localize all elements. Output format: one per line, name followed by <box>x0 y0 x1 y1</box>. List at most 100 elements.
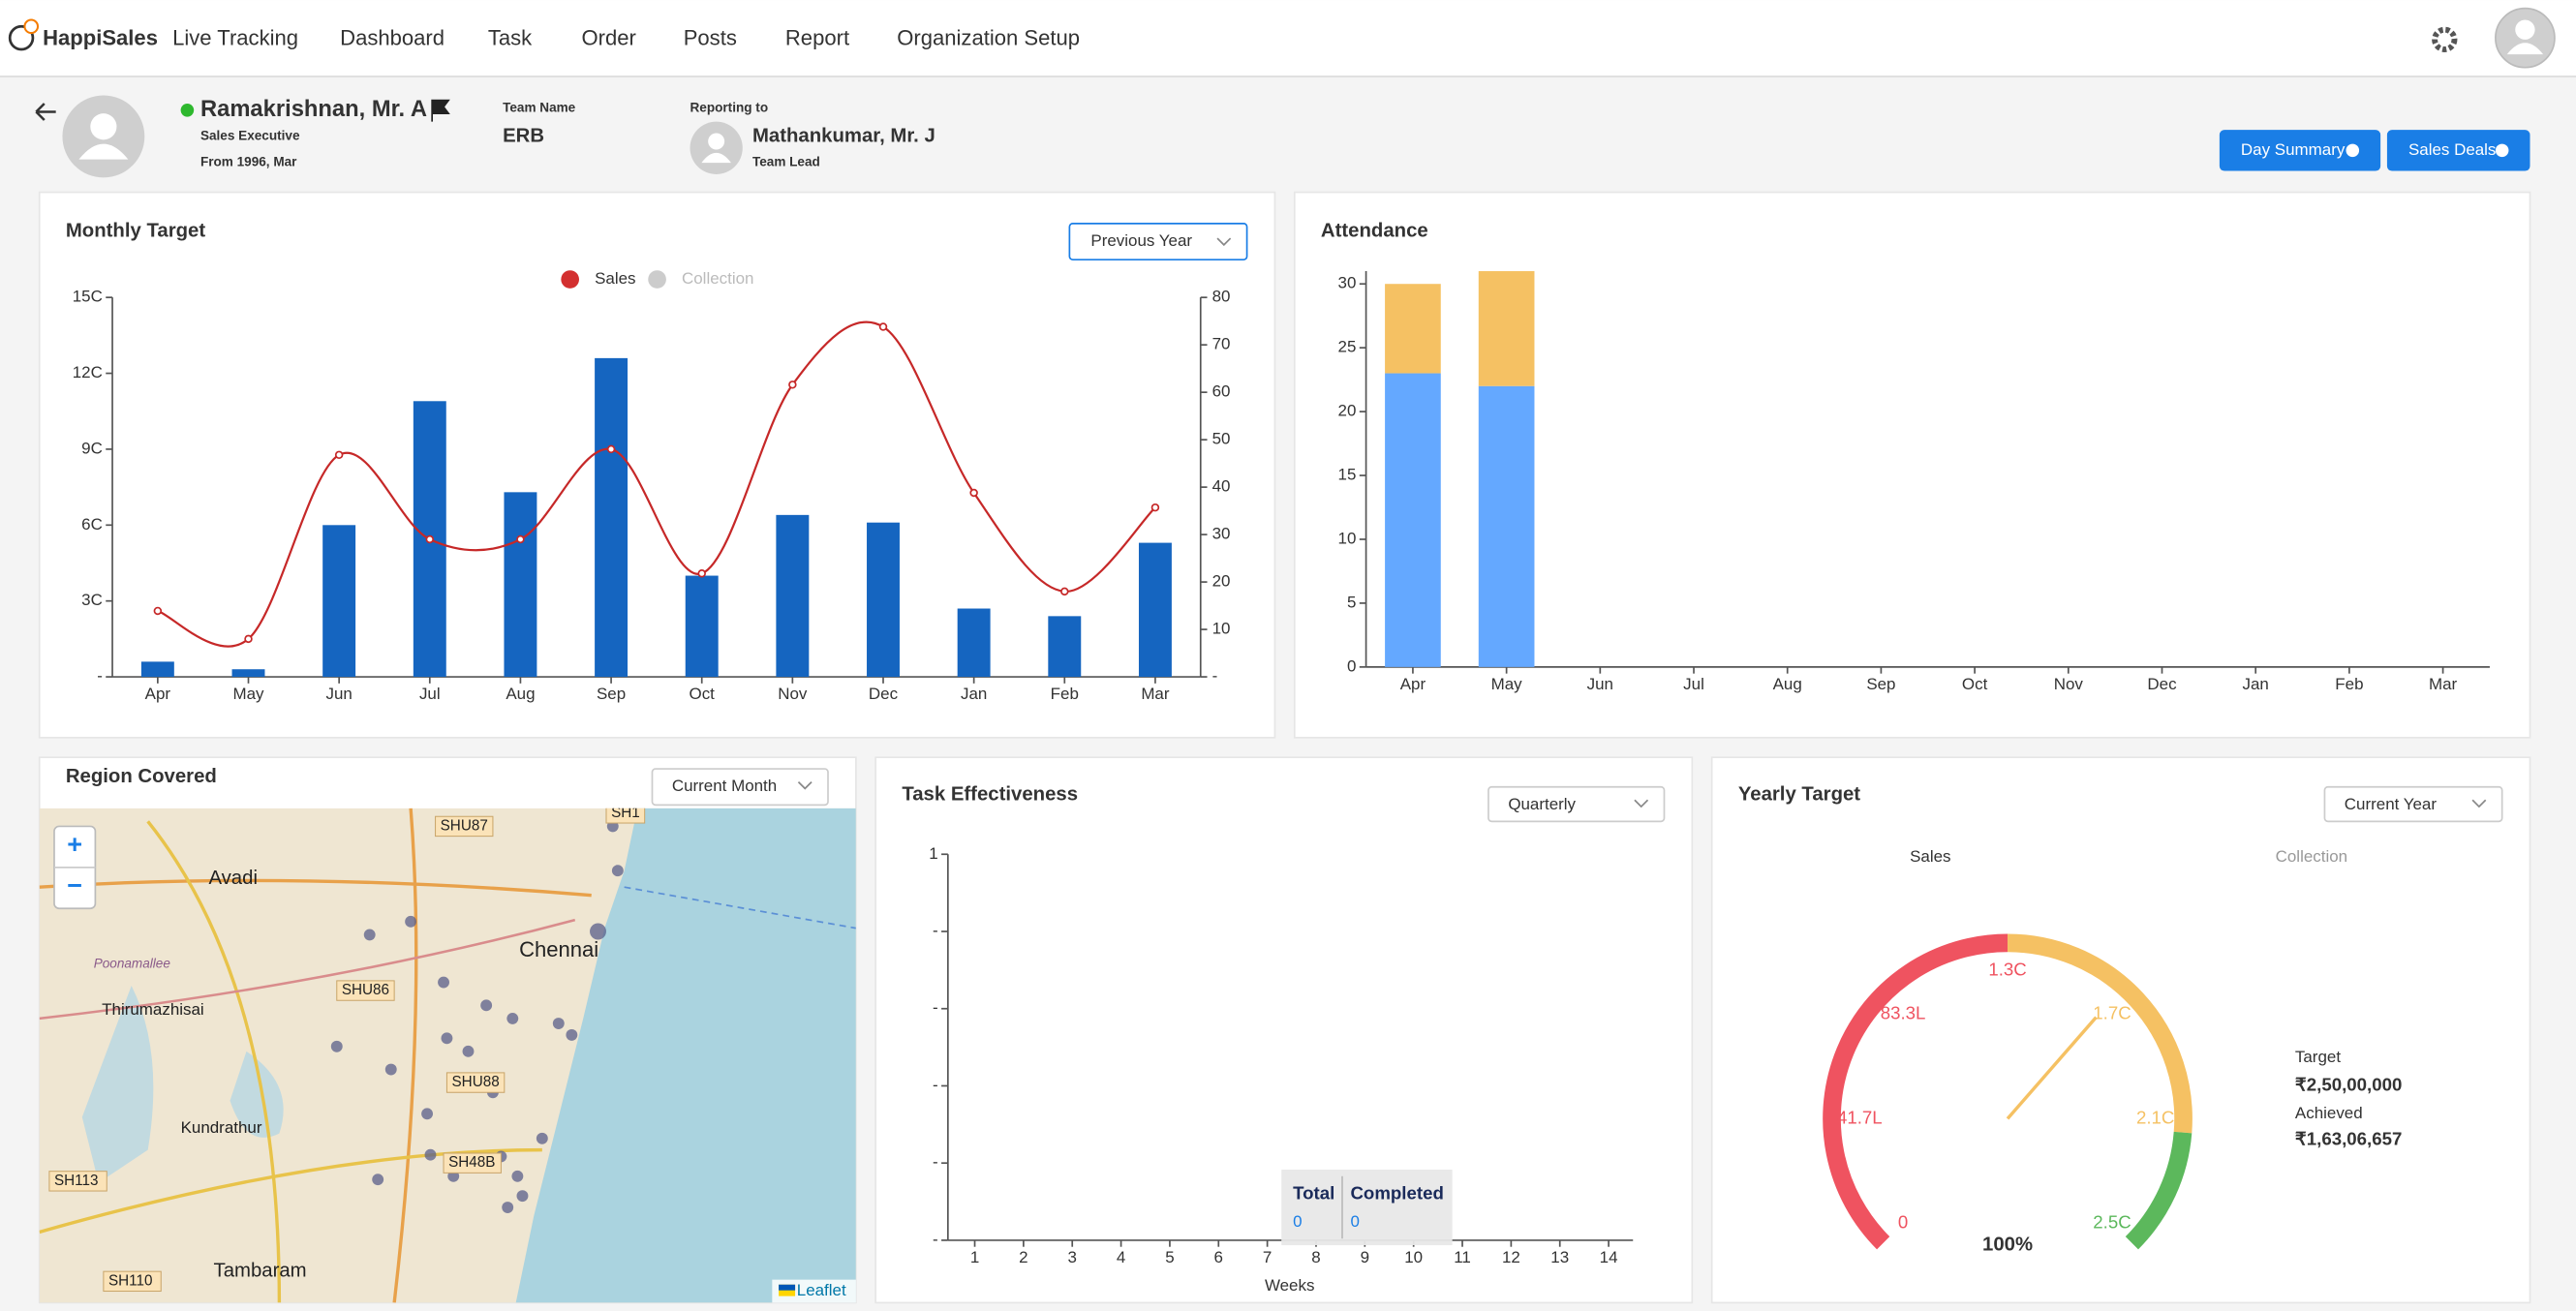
profile-name: Ramakrishnan, Mr. A <box>200 96 427 122</box>
back-arrow[interactable] <box>35 103 56 121</box>
brand[interactable]: HappiSales <box>43 26 158 50</box>
bar <box>595 357 629 678</box>
achieved-label: Achieved <box>2295 1104 2363 1122</box>
nav-item[interactable]: Dashboard <box>340 26 445 50</box>
x-tick-label: Dec <box>869 685 899 703</box>
info-icon <box>2346 143 2360 158</box>
bar <box>140 661 174 678</box>
nav-item[interactable]: Posts <box>684 26 737 50</box>
nav-item[interactable]: Report <box>785 26 849 50</box>
point <box>153 606 163 616</box>
flag-ua <box>779 1284 796 1291</box>
road-badge <box>435 815 494 838</box>
gauge-tick-label: 0 <box>1898 1211 1908 1232</box>
gauge-tick-label: 1.7C <box>2093 1002 2131 1022</box>
chevron <box>1216 237 1232 247</box>
zoom-out[interactable]: − <box>67 869 82 899</box>
road-badge <box>103 1270 162 1293</box>
x-tick-label: Jul <box>419 685 441 703</box>
dropdown[interactable] <box>1487 785 1666 823</box>
card-title: Attendance <box>1321 221 1428 242</box>
y-tick-label: 1 <box>929 844 937 863</box>
manager-name: Mathankumar, Mr. J <box>752 125 935 146</box>
settings-icon[interactable] <box>2432 26 2458 52</box>
profile-since: From 1996, Mar <box>200 155 297 169</box>
tooltip-value: 0 <box>1293 1212 1302 1231</box>
legend-label[interactable]: Collection <box>682 269 753 288</box>
map-label: SH110 <box>108 1272 153 1289</box>
point <box>878 322 888 331</box>
road-badge <box>48 1171 107 1192</box>
x-tick-label: Jan <box>961 685 987 703</box>
legend-swatch[interactable] <box>561 270 579 289</box>
dropdown-label[interactable]: Previous Year <box>1090 231 1192 250</box>
x-tick-label: Aug <box>506 685 535 703</box>
point <box>1150 503 1160 512</box>
user-avatar[interactable] <box>2495 7 2556 69</box>
day-summary-label[interactable]: Day Summary <box>2241 140 2346 159</box>
y2-tick-label: 40 <box>1212 477 1231 496</box>
info-icon <box>2495 143 2509 158</box>
bar <box>1048 616 1082 678</box>
nav-item[interactable]: Order <box>582 26 636 50</box>
y-tick-label: - <box>933 998 938 1017</box>
gauge-tick-label: 41.7L <box>1837 1107 1883 1127</box>
y-tick-label: 15 <box>1338 466 1357 484</box>
y-tick-label: 30 <box>1338 274 1357 292</box>
y-tick-label: - <box>97 667 103 686</box>
tab[interactable]: Sales <box>1910 847 1950 866</box>
point <box>606 444 616 454</box>
x-tick-label: 2 <box>1019 1248 1027 1266</box>
map[interactable]: Avadi Chennai Thirumazhisai Kundrathur Tamba… <box>39 804 856 1303</box>
legend-label[interactable]: Sales <box>595 269 635 288</box>
tooltip-value: 0 <box>1350 1212 1359 1231</box>
x-tick-label: Sep <box>597 685 626 703</box>
flag-icon[interactable] <box>431 99 450 122</box>
logo[interactable] <box>8 24 35 51</box>
y-tick-label: - <box>933 1230 938 1248</box>
day-summary-button[interactable] <box>2219 130 2381 171</box>
x-tick-label: 12 <box>1502 1248 1520 1266</box>
sales-deals-button[interactable] <box>2386 130 2530 171</box>
dropdown-label[interactable]: Current Month <box>672 777 777 795</box>
zoom-in[interactable]: + <box>67 829 82 859</box>
x-tick-label: 7 <box>1263 1248 1272 1266</box>
nav-item[interactable]: Live Tracking <box>172 26 298 50</box>
sales-deals-label[interactable]: Sales Deals <box>2408 140 2496 159</box>
point <box>425 534 435 544</box>
nav-item[interactable]: Organization Setup <box>897 26 1080 50</box>
card-title: Yearly Target <box>1738 784 1860 806</box>
x-tick-label: May <box>1491 675 1523 693</box>
y-tick-label: 20 <box>1338 402 1357 420</box>
y-tick-label: 6C <box>81 515 103 534</box>
bar <box>231 669 265 678</box>
dropdown-label[interactable]: Current Year <box>2345 795 2438 813</box>
bar <box>322 525 356 678</box>
gauge-band <box>2008 933 2193 1134</box>
legend-swatch[interactable] <box>648 270 666 289</box>
chevron <box>1634 799 1649 808</box>
tab[interactable]: Collection <box>2276 847 2347 866</box>
gauge-tick-label: 2.5C <box>2093 1211 2131 1232</box>
map-label: Kundrathur <box>181 1118 262 1137</box>
map-label: SHU87 <box>441 817 488 834</box>
road-badge <box>443 1152 502 1174</box>
dropdown[interactable] <box>651 768 829 807</box>
tooltip-header: Completed <box>1350 1182 1443 1203</box>
x-tick-label: Oct <box>1962 675 1988 693</box>
x-tick-label: 1 <box>970 1248 979 1266</box>
point <box>516 534 525 544</box>
dropdown-label[interactable]: Quarterly <box>1508 795 1576 813</box>
nav-item[interactable]: Task <box>488 26 533 50</box>
y-tick-label: - <box>933 1076 938 1094</box>
map-label: SHU86 <box>342 982 389 998</box>
y2-tick-label: 20 <box>1212 572 1231 591</box>
dropdown[interactable] <box>1068 222 1248 261</box>
attribution[interactable]: Leaflet <box>797 1281 846 1299</box>
x-axis-label: Weeks <box>1265 1276 1315 1295</box>
gauge-tick-label: 2.1C <box>2136 1107 2174 1127</box>
target-value: ₹2,50,00,000 <box>2295 1074 2402 1094</box>
chevron <box>2471 799 2487 808</box>
dropdown[interactable] <box>2323 785 2503 823</box>
x-tick-label: Feb <box>1051 685 1079 703</box>
